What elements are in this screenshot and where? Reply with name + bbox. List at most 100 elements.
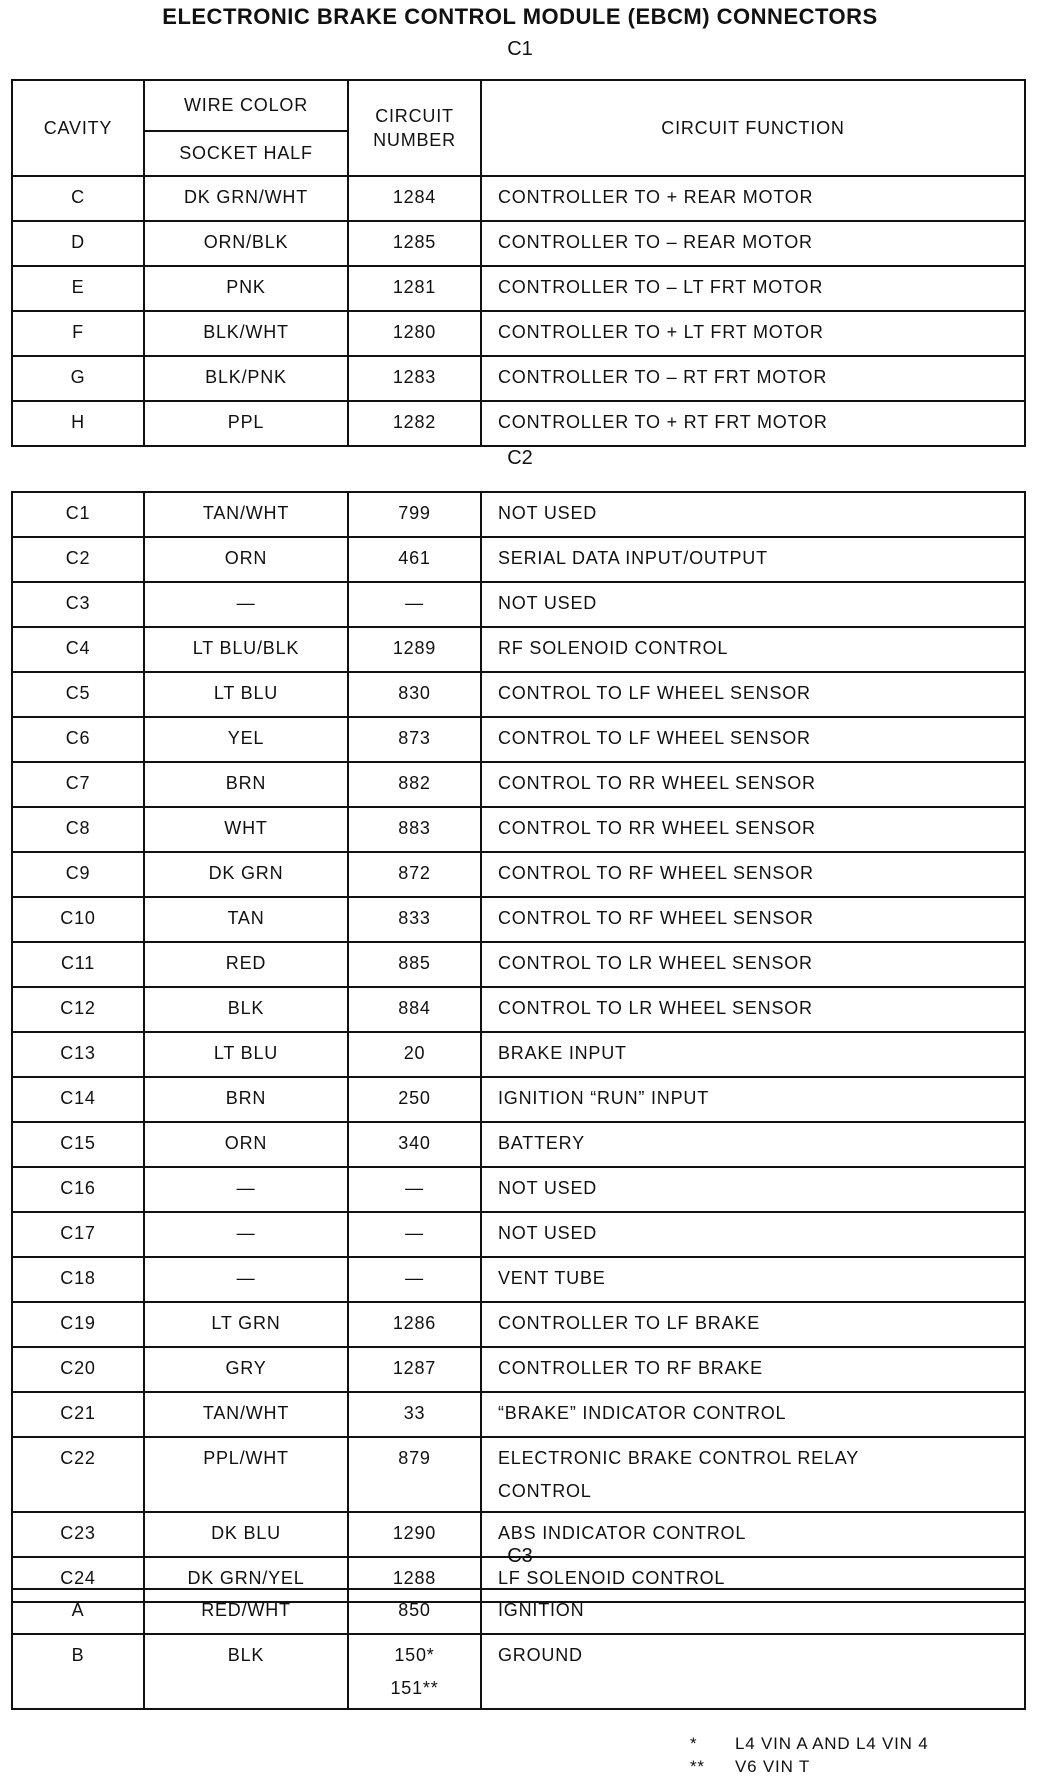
circuit-function-cell: SERIAL DATA INPUT/OUTPUT	[480, 536, 1026, 583]
circuit-number-cell: 1287	[347, 1346, 482, 1393]
cavity-text: C13	[60, 1043, 96, 1063]
circuit-number-text: —	[405, 593, 424, 613]
cavity-cell: C10	[11, 896, 145, 943]
table-row: C22 PPL/WHT 879 ELECTRONIC BRAKE CONTROL RE…	[11, 1436, 1026, 1513]
wire-color-text: TAN	[227, 908, 265, 928]
wire-color-cell: TAN/WHT	[143, 491, 349, 538]
cavity-text: C19	[60, 1313, 96, 1333]
circuit-function-cell: CONTROLLER TO + RT FRT MOTOR	[480, 400, 1026, 447]
circuit-function-text: CONTROL TO LR WHEEL SENSOR	[498, 998, 813, 1018]
table-row: C13 LT BLU 20 BRAKE INPUT	[11, 1031, 1026, 1078]
cavity-cell: C	[11, 175, 145, 222]
cavity-cell: C3	[11, 581, 145, 628]
circuit-number-cell: 882	[347, 761, 482, 808]
wire-color-cell: LT BLU/BLK	[143, 626, 349, 673]
wire-color-cell: TAN	[143, 896, 349, 943]
wire-color-text: DK BLU	[211, 1523, 281, 1543]
circuit-number-cell: 1286	[347, 1301, 482, 1348]
circuit-function-text: CONTROLLER TO – RT FRT MOTOR	[498, 367, 828, 387]
circuit-function-cell: CONTROLLER TO RF BRAKE	[480, 1346, 1026, 1393]
wire-color-text: LT BLU	[213, 683, 279, 703]
circuit-function-text: BATTERY	[498, 1133, 585, 1153]
cavity-cell: F	[11, 310, 145, 357]
cavity-text: C10	[60, 908, 96, 928]
circuit-function-cell: CONTROLLER TO – REAR MOTOR	[480, 220, 1026, 267]
circuit-function-cell: ABS INDICATOR CONTROL	[480, 1511, 1026, 1558]
cavity-text: F	[72, 322, 84, 342]
cavity-text: G	[70, 367, 86, 387]
wire-color-text: PPL	[227, 412, 265, 432]
wire-color-text: BRN	[225, 1088, 267, 1108]
circuit-function-cell: CONTROL TO RF WHEEL SENSOR	[480, 851, 1026, 898]
wire-color-text: GRY	[225, 1358, 267, 1378]
cavity-cell: C15	[11, 1121, 145, 1168]
cavity-text: C6	[65, 728, 91, 748]
cavity-text: C3	[65, 593, 91, 613]
cavity-text: H	[71, 412, 85, 432]
table-row: E PNK 1281 CONTROLLER TO – LT FRT MOTOR	[11, 265, 1026, 312]
wire-color-text: —	[236, 1268, 256, 1288]
wire-color-cell: BRN	[143, 761, 349, 808]
table-row: C5 LT BLU 830 CONTROL TO LF WHEEL SENSOR	[11, 671, 1026, 718]
circuit-function-text: CONTROL TO RR WHEEL SENSOR	[498, 773, 816, 793]
circuit-function-cell: CONTROLLER TO LF BRAKE	[480, 1301, 1026, 1348]
circuit-function-cell: CONTROLLER TO – RT FRT MOTOR	[480, 355, 1026, 402]
table-row: C10 TAN 833 CONTROL TO RF WHEEL SENSOR	[11, 896, 1026, 943]
wire-color-text: TAN/WHT	[202, 503, 290, 523]
wire-color-cell: LT GRN	[143, 1301, 349, 1348]
circuit-number-cell: 250	[347, 1076, 482, 1123]
circuit-number-cell: 1280	[347, 310, 482, 357]
table-row: C11 RED 885 CONTROL TO LR WHEEL SENSOR	[11, 941, 1026, 988]
circuit-function-cell: CONTROL TO LF WHEEL SENSOR	[480, 716, 1026, 763]
circuit-number-cell: —	[347, 1256, 482, 1303]
cavity-cell: D	[11, 220, 145, 267]
header-cavity: CAVITY	[11, 79, 145, 177]
wire-color-text: ORN/BLK	[203, 232, 289, 252]
cavity-cell: C16	[11, 1166, 145, 1213]
circuit-number-cell: 872	[347, 851, 482, 898]
cavity-cell: B	[11, 1633, 145, 1710]
cavity-cell: C12	[11, 986, 145, 1033]
wire-color-cell: BLK/PNK	[143, 355, 349, 402]
cavity-text: C9	[65, 863, 91, 883]
circuit-function-cell: NOT USED	[480, 1166, 1026, 1213]
circuit-number-text: —	[405, 1178, 424, 1198]
connector-label-c1: C1	[507, 38, 533, 60]
circuit-function-text: BRAKE INPUT	[498, 1043, 627, 1063]
wire-color-cell: PNK	[143, 265, 349, 312]
cavity-cell: C13	[11, 1031, 145, 1078]
cavity-text: C22	[60, 1448, 96, 1468]
circuit-number-text: 1289	[392, 638, 437, 658]
circuit-number-cell: 1282	[347, 400, 482, 447]
wire-color-text: RED/WHT	[201, 1600, 291, 1620]
wire-color-text: BLK	[227, 998, 265, 1018]
wire-color-cell: —	[143, 581, 349, 628]
circuit-function-text: CONTROLLER TO – REAR MOTOR	[498, 232, 813, 252]
circuit-number-cell: 150* 151**	[347, 1633, 482, 1710]
circuit-number-cell: 1283	[347, 355, 482, 402]
table-row: C23 DK BLU 1290 ABS INDICATOR CONTROL	[11, 1511, 1026, 1558]
wire-color-text: BLK/PNK	[205, 367, 287, 387]
circuit-number-text: 1286	[392, 1313, 437, 1333]
cavity-text: C5	[65, 683, 91, 703]
circuit-number-cell: —	[347, 581, 482, 628]
wire-color-cell: RED	[143, 941, 349, 988]
connector-c3-table: A RED/WHT 850 IGNITION B BLK 150* 151** GROUND	[11, 1588, 1026, 1710]
wire-color-cell: GRY	[143, 1346, 349, 1393]
circuit-function-text: CONTROL TO LF WHEEL SENSOR	[498, 728, 811, 748]
table-row: C4 LT BLU/BLK 1289 RF SOLENOID CONTROL	[11, 626, 1026, 673]
circuit-number-cell: 884	[347, 986, 482, 1033]
circuit-function-text: CONTROL	[498, 1481, 592, 1501]
cavity-cell: C11	[11, 941, 145, 988]
cavity-cell: C1	[11, 491, 145, 538]
wire-color-text: DK GRN/WHT	[184, 187, 308, 207]
circuit-number-text: 879	[398, 1448, 431, 1468]
cavity-cell: C8	[11, 806, 145, 853]
wire-color-text: RED	[225, 953, 267, 973]
cavity-text: C	[71, 187, 85, 207]
circuit-function-text: CONTROL TO RF WHEEL SENSOR	[498, 863, 814, 883]
wire-color-text: WHT	[224, 818, 268, 838]
cavity-cell: A	[11, 1588, 145, 1635]
circuit-number-text: 884	[398, 998, 431, 1018]
circuit-function-cell: CONTROL TO LR WHEEL SENSOR	[480, 986, 1026, 1033]
